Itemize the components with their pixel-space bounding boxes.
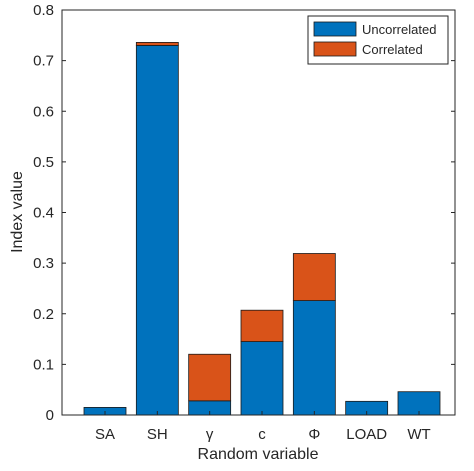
x-tick-label: γ xyxy=(206,426,214,443)
y-tick-label: 0.7 xyxy=(33,53,54,70)
legend-label-correlated: Correlated xyxy=(362,42,423,57)
bar-correlated-1 xyxy=(135,42,179,46)
x-tick-label: LOAD xyxy=(346,426,387,443)
y-axis: 0 0.1 0.2 0.3 0.4 0.5 0.6 0.7 0.8 xyxy=(33,2,455,424)
x-tick-label: SA xyxy=(95,426,115,443)
bar-uncorrelated-4 xyxy=(292,300,336,416)
x-axis: SA SH γ c Φ LOAD WT xyxy=(95,411,431,443)
legend-swatch-correlated xyxy=(313,41,357,57)
bar-correlated-3 xyxy=(240,309,284,342)
y-tick-label: 0.1 xyxy=(33,356,54,373)
y-axis-title: Index value xyxy=(9,171,26,253)
x-tick-label: WT xyxy=(407,426,430,443)
y-tick-label: 0.6 xyxy=(33,103,54,120)
bars-layer xyxy=(83,42,441,416)
bar-uncorrelated-1 xyxy=(135,45,179,416)
y-tick-label: 0.3 xyxy=(33,255,54,272)
bar-uncorrelated-3 xyxy=(240,341,284,416)
legend-label-uncorrelated: Uncorrelated xyxy=(362,22,436,37)
x-axis-title: Random variable xyxy=(198,446,319,463)
y-tick-label: 0 xyxy=(46,407,54,424)
y-tick-label: 0.2 xyxy=(33,306,54,323)
x-tick-label: SH xyxy=(147,426,168,443)
bar-correlated-2 xyxy=(188,353,232,402)
bar-correlated-4 xyxy=(292,253,336,301)
y-tick-label: 0.8 xyxy=(33,2,54,19)
legend-swatch-uncorrelated xyxy=(313,21,357,37)
y-tick-label: 0.5 xyxy=(33,154,54,171)
x-tick-label: c xyxy=(258,426,266,443)
y-tick-label: 0.4 xyxy=(33,205,54,222)
legend: Uncorrelated Correlated xyxy=(307,15,449,65)
x-tick-label: Φ xyxy=(308,426,320,443)
